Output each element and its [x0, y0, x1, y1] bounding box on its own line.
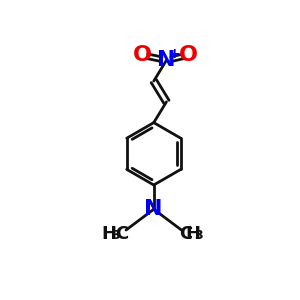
Text: 3: 3: [194, 229, 203, 242]
Text: O: O: [133, 45, 152, 65]
Text: 3: 3: [111, 229, 119, 242]
Text: N: N: [145, 199, 163, 219]
Text: N: N: [157, 50, 176, 70]
Text: H: H: [185, 224, 200, 242]
Text: O: O: [179, 45, 198, 65]
Text: +: +: [168, 47, 180, 61]
Text: H: H: [101, 224, 116, 242]
Text: C: C: [179, 224, 193, 242]
Text: C: C: [115, 224, 128, 242]
